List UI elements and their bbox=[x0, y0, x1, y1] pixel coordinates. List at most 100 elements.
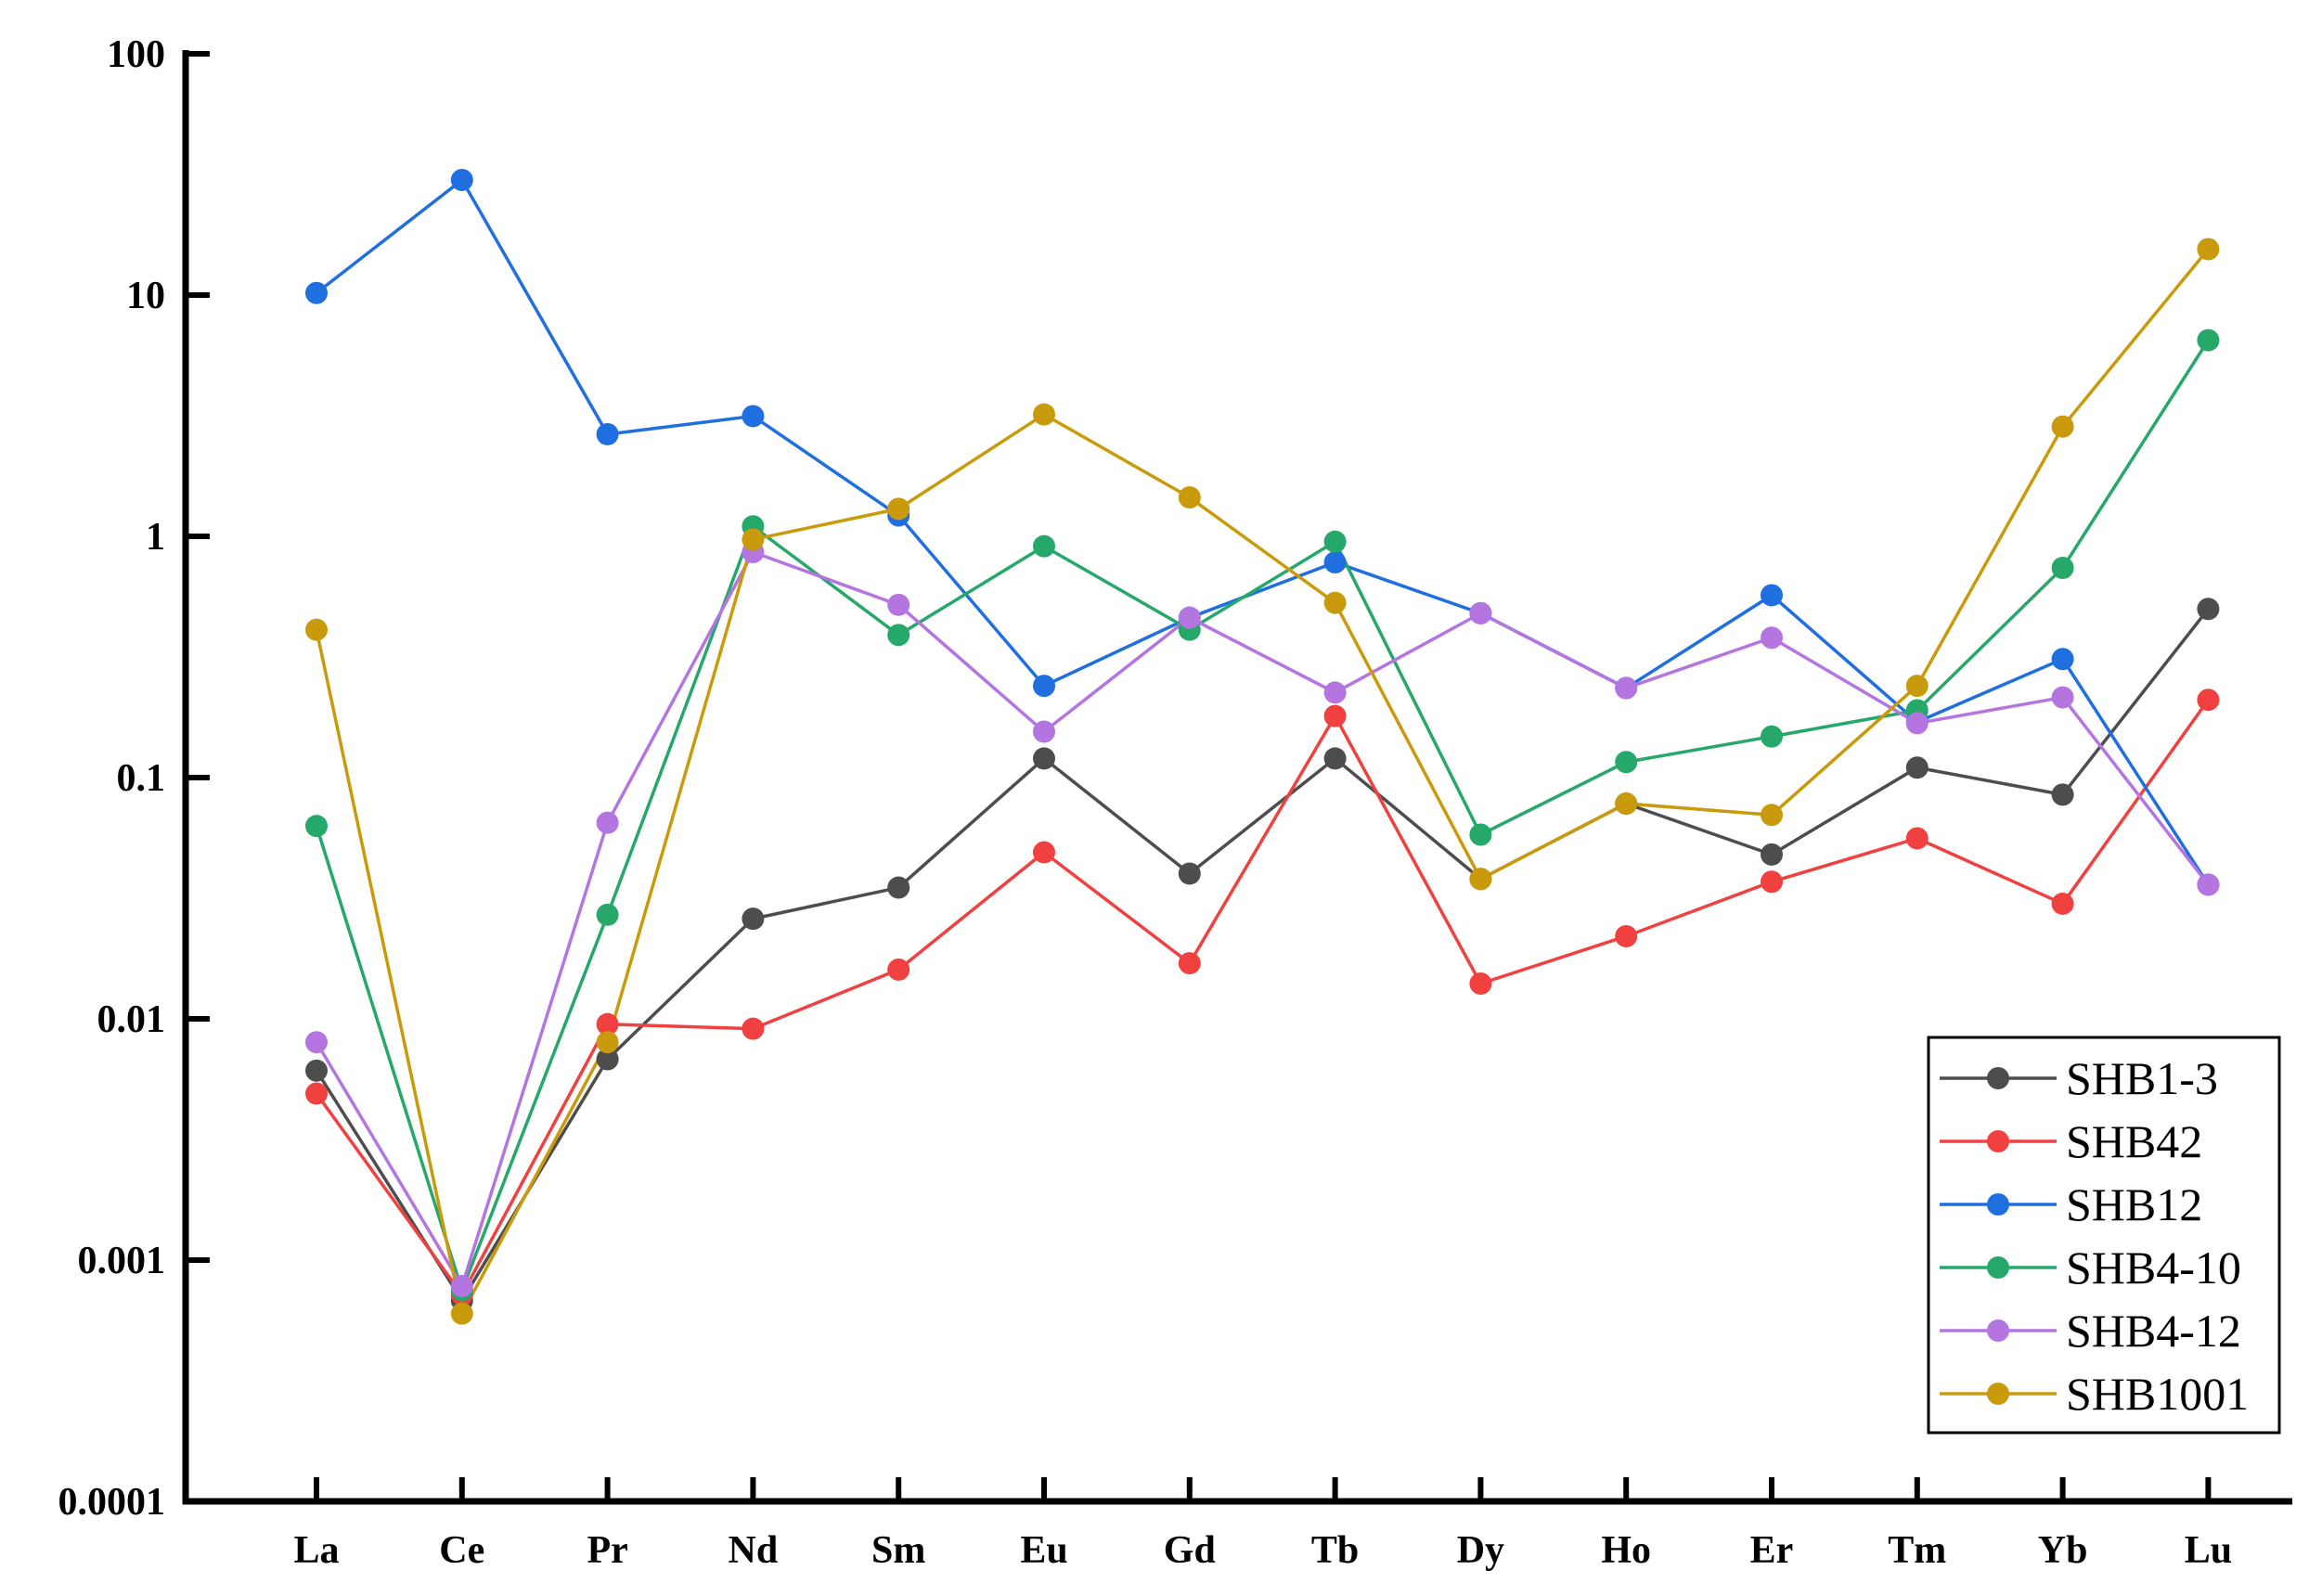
data-point-SHB4-12-Er bbox=[1761, 626, 1783, 650]
legend-label-SHB4-12: SHB4-12 bbox=[2066, 1305, 2241, 1357]
data-point-SHB42-Er bbox=[1761, 870, 1783, 894]
legend-marker-SHB4-12 bbox=[1987, 1319, 2009, 1342]
data-point-SHB1-3-Lu bbox=[2197, 598, 2220, 621]
data-point-SHB4-12-Tb bbox=[1323, 681, 1347, 704]
data-point-SHB42-Sm bbox=[887, 958, 910, 981]
data-point-SHB4-12-Ho bbox=[1615, 676, 1638, 700]
data-point-SHB4-10-Yb bbox=[2051, 556, 2074, 579]
data-point-SHB1001-Lu bbox=[2197, 238, 2220, 261]
legend-label-SHB1-3: SHB1-3 bbox=[2066, 1052, 2218, 1104]
y-tick-label: 10 bbox=[126, 275, 165, 317]
data-point-SHB1001-Nd bbox=[742, 528, 765, 551]
data-point-SHB1001-Pr bbox=[596, 1031, 619, 1054]
data-point-SHB12-La bbox=[305, 281, 328, 304]
data-point-SHB4-12-Eu bbox=[1033, 720, 1055, 743]
data-point-SHB42-Nd bbox=[742, 1017, 765, 1040]
data-point-SHB42-Gd bbox=[1178, 952, 1201, 975]
data-point-SHB1001-Tm bbox=[1905, 675, 1929, 698]
data-point-SHB1-3-Nd bbox=[742, 907, 765, 931]
data-point-SHB42-Tb bbox=[1323, 704, 1347, 727]
legend-box bbox=[1927, 1036, 2281, 1435]
data-point-SHB4-10-Lu bbox=[2197, 328, 2220, 352]
data-point-SHB12-Nd bbox=[742, 405, 765, 428]
data-point-SHB4-12-Tm bbox=[1905, 712, 1929, 735]
x-tick-label: Eu bbox=[1020, 1529, 1067, 1572]
x-tick-label: Gd bbox=[1164, 1529, 1216, 1572]
x-tick-label: Lu bbox=[2185, 1529, 2232, 1572]
data-point-SHB42-Tm bbox=[1905, 827, 1929, 850]
legend: SHB1-3 SHB42 SHB12 SHB4-10 SHB4-12 SHB1001 bbox=[1927, 1036, 2281, 1435]
data-point-SHB42-Yb bbox=[2051, 892, 2074, 915]
data-point-SHB1-3-Gd bbox=[1178, 862, 1201, 885]
x-tick-label: Tb bbox=[1311, 1529, 1359, 1572]
y-tick-label: 100 bbox=[107, 33, 165, 76]
series-line-SHB42 bbox=[315, 699, 2210, 1296]
data-point-SHB12-Tb bbox=[1323, 551, 1347, 574]
data-point-SHB1001-La bbox=[305, 618, 328, 641]
data-point-SHB4-12-Yb bbox=[2051, 686, 2074, 709]
data-point-SHB1001-Eu bbox=[1033, 403, 1055, 426]
data-point-SHB12-Er bbox=[1761, 584, 1783, 607]
data-point-SHB1-3-Er bbox=[1761, 843, 1783, 866]
axes: 100 10 1 0.1 0.01 0.001 0.0001 La Ce Pr Nd Sm Eu Gd Tb… bbox=[58, 33, 2292, 1572]
y-tick-label: 0.001 bbox=[78, 1240, 166, 1282]
x-tick-label: Ce bbox=[439, 1529, 484, 1572]
y-tick-label: 1 bbox=[146, 516, 165, 559]
x-tick-label: Er bbox=[1750, 1529, 1794, 1572]
data-point-SHB1001-Sm bbox=[887, 497, 910, 521]
data-point-SHB1-3-Sm bbox=[887, 876, 910, 899]
data-point-SHB12-Yb bbox=[2051, 648, 2074, 671]
data-point-SHB4-10-Eu bbox=[1033, 534, 1055, 558]
data-point-SHB4-10-Pr bbox=[596, 903, 619, 926]
x-tick-label: Yb bbox=[2038, 1529, 2088, 1572]
legend-label-SHB1001: SHB1001 bbox=[2066, 1368, 2249, 1420]
x-tick-label: Tm bbox=[1888, 1529, 1946, 1572]
legend-marker-SHB42 bbox=[1987, 1130, 2009, 1152]
legend-marker-SHB1-3 bbox=[1987, 1067, 2009, 1089]
x-tick-label: Sm bbox=[871, 1529, 925, 1572]
series-line-SHB12 bbox=[315, 178, 2210, 886]
data-point-SHB4-12-Gd bbox=[1178, 606, 1201, 629]
legend-marker-SHB12 bbox=[1987, 1193, 2009, 1216]
data-point-SHB42-Dy bbox=[1469, 972, 1492, 996]
legend-marker-SHB1001 bbox=[1987, 1383, 2009, 1405]
data-point-SHB1001-Gd bbox=[1178, 486, 1201, 509]
data-point-SHB12-Eu bbox=[1033, 675, 1055, 698]
series-line-SHB1-3 bbox=[315, 608, 2210, 1303]
legend-label-SHB42: SHB42 bbox=[2066, 1115, 2202, 1167]
data-point-SHB42-La bbox=[305, 1082, 328, 1105]
data-point-SHB1-3-Eu bbox=[1033, 747, 1055, 770]
data-point-SHB12-Ce bbox=[450, 168, 473, 191]
data-point-SHB1-3-Tb bbox=[1323, 747, 1347, 770]
series-line-SHB4-10 bbox=[315, 339, 2210, 1293]
data-point-SHB42-Eu bbox=[1033, 841, 1055, 864]
y-tick-label: 0.01 bbox=[97, 998, 166, 1041]
x-tick-label: La bbox=[293, 1529, 339, 1572]
series-layer bbox=[305, 168, 2220, 1325]
data-point-SHB1001-Ho bbox=[1615, 792, 1638, 816]
data-point-SHB4-12-Pr bbox=[596, 811, 619, 834]
data-point-SHB1001-Dy bbox=[1469, 868, 1492, 891]
data-point-SHB4-10-Ho bbox=[1615, 751, 1638, 774]
data-point-SHB12-Pr bbox=[596, 422, 619, 445]
legend-label-SHB4-10: SHB4-10 bbox=[2066, 1242, 2241, 1294]
data-point-SHB1-3-Pr bbox=[596, 1048, 619, 1071]
data-point-SHB4-10-Sm bbox=[887, 624, 910, 647]
data-point-SHB42-Ho bbox=[1615, 924, 1638, 947]
data-point-SHB42-Lu bbox=[2197, 689, 2220, 712]
data-point-SHB1001-Tb bbox=[1323, 591, 1347, 614]
data-point-SHB4-10-La bbox=[305, 815, 328, 838]
series-line-SHB1001 bbox=[315, 248, 2210, 1316]
data-point-SHB4-12-Sm bbox=[887, 593, 910, 616]
x-tick-label: Ho bbox=[1601, 1529, 1651, 1572]
data-point-SHB4-12-Lu bbox=[2197, 873, 2220, 896]
data-point-SHB1-3-La bbox=[305, 1059, 328, 1082]
y-tick-label: 0.0001 bbox=[58, 1481, 166, 1524]
data-point-SHB42-Pr bbox=[596, 1012, 619, 1036]
x-tick-label: Dy bbox=[1457, 1529, 1504, 1572]
data-point-SHB1001-Ce bbox=[450, 1302, 473, 1325]
data-point-SHB1001-Er bbox=[1761, 804, 1783, 827]
y-tick-label: 0.1 bbox=[117, 757, 166, 800]
data-point-SHB4-10-Er bbox=[1761, 725, 1783, 748]
